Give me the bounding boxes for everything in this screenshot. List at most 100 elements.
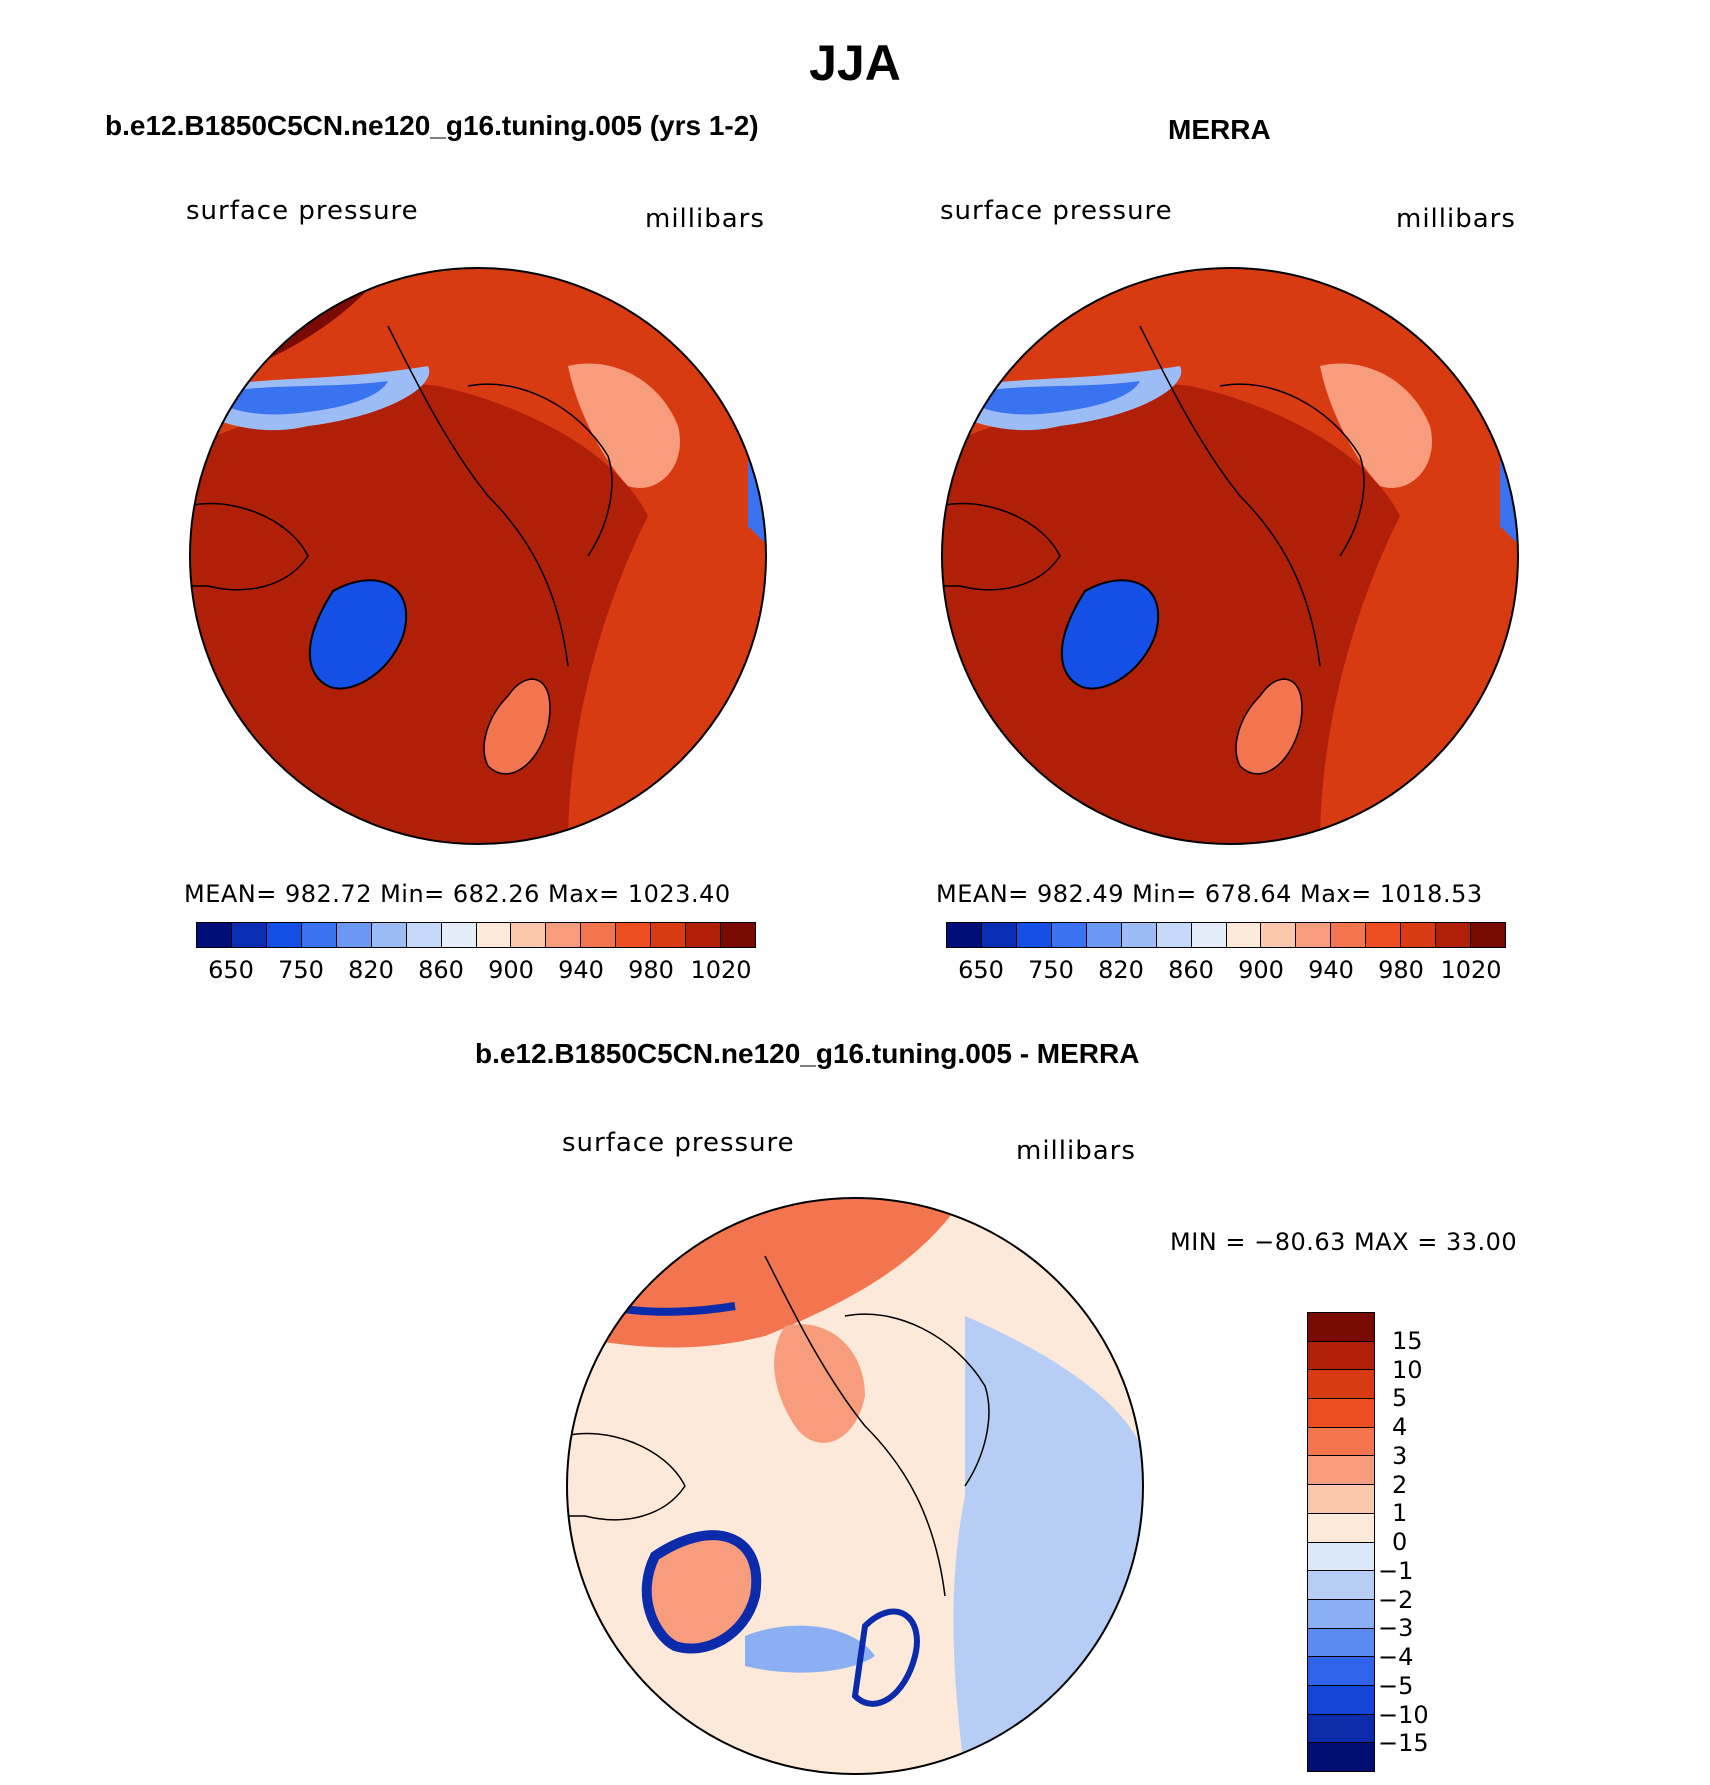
obs-colorbar: [946, 922, 1506, 948]
colorbar-swatch: [266, 923, 302, 947]
colorbar-swatch: [1308, 1370, 1374, 1400]
colorbar-tick-label: 860: [1168, 956, 1214, 984]
colorbar-tick-label: 1: [1392, 1499, 1408, 1528]
colorbar-tick-label: 650: [958, 956, 1004, 984]
model-units-label: millibars: [645, 204, 765, 234]
map-boundary: [941, 267, 1519, 845]
colorbar-tick-label: 0: [1392, 1528, 1408, 1556]
model-polar-map: [189, 267, 767, 845]
colorbar-tick-label: 940: [558, 956, 604, 984]
colorbar-swatch: [1226, 923, 1262, 947]
colorbar-swatch: [1308, 1571, 1374, 1600]
colorbar-swatch: [581, 923, 617, 947]
obs-units-label: millibars: [1396, 204, 1516, 234]
colorbar-tick-label: −5: [1378, 1671, 1414, 1700]
rockies-highland: [568, 363, 680, 488]
colorbar-swatch: [651, 923, 687, 947]
model-panel-title: b.e12.B1850C5CN.ne120_g16.tuning.005 (yr…: [105, 110, 759, 141]
diff-colorbar: [1307, 1312, 1375, 1772]
coastline: [844, 1313, 990, 1487]
colorbar-tick-label: 820: [348, 956, 394, 984]
colorbar-tick-label: −4: [1378, 1643, 1414, 1671]
colorbar-tick-label: 940: [1308, 956, 1354, 984]
colorbar-swatch: [686, 923, 722, 947]
colorbar-tick-label: 650: [208, 956, 254, 984]
colorbar-swatch: [1121, 923, 1157, 947]
colorbar-tick-label: 15: [1392, 1326, 1423, 1355]
colorbar-swatch: [1016, 923, 1052, 947]
colorbar-tick-label: 980: [628, 956, 674, 984]
colorbar-tick-label: 1020: [690, 956, 752, 984]
colorbar-swatch: [1401, 923, 1437, 947]
diff-panel-title: b.e12.B1850C5CN.ne120_g16.tuning.005 - M…: [475, 1038, 1140, 1069]
coastline: [467, 383, 613, 557]
colorbar-swatch: [1308, 1313, 1374, 1342]
colorbar-tick-label: 2: [1392, 1470, 1408, 1499]
colorbar-tick-label: −10: [1378, 1700, 1429, 1729]
colorbar-tick-label: 900: [1238, 956, 1284, 984]
figure-title: JJA: [809, 35, 901, 91]
model-colorbar: [196, 922, 756, 948]
colorbar-swatch: [1308, 1657, 1374, 1686]
colorbar-swatch: [721, 923, 755, 947]
obs-panel-title: MERRA: [1168, 114, 1271, 145]
colorbar-swatch: [1308, 1685, 1374, 1715]
colorbar-tick-label: 980: [1378, 956, 1424, 984]
colorbar-swatch: [441, 923, 477, 947]
colorbar-swatch: [1331, 923, 1367, 947]
colorbar-tick-label: 860: [418, 956, 464, 984]
colorbar-swatch: [947, 923, 982, 947]
tibet-core: [975, 381, 1140, 415]
colorbar-swatch: [371, 923, 407, 947]
colorbar-swatch: [1051, 923, 1087, 947]
colorbar-tick-label: −15: [1378, 1729, 1429, 1758]
coastline: [1139, 325, 1321, 667]
tibet-core: [223, 381, 388, 415]
obs-polar-map: [941, 267, 1519, 845]
obs-variable-label: surface pressure: [940, 196, 1173, 226]
coastline: [1219, 383, 1365, 557]
colorbar-swatch: [1156, 923, 1192, 947]
colorbar-swatch: [1308, 1628, 1374, 1658]
coastline: [387, 325, 569, 667]
colorbar-tick-label: 3: [1392, 1441, 1408, 1470]
negative-anomaly: [745, 1625, 875, 1673]
colorbar-swatch: [1191, 923, 1227, 947]
colorbar-tick-label: −3: [1378, 1614, 1414, 1643]
diff-polar-map: [566, 1197, 1144, 1775]
colorbar-swatch: [1086, 923, 1122, 947]
colorbar-tick-label: 900: [488, 956, 534, 984]
colorbar-swatch: [301, 923, 337, 947]
colorbar-swatch: [1308, 1743, 1374, 1771]
model-stats: MEAN= 982.72 Min= 682.26 Max= 1023.40: [184, 880, 731, 908]
diff-stats: MIN = −80.63 MAX = 33.00: [1170, 1228, 1518, 1256]
colorbar-tick-label: −1: [1378, 1556, 1414, 1585]
diff-variable-label: surface pressure: [562, 1128, 795, 1158]
colorbar-swatch: [197, 923, 232, 947]
colorbar-swatch: [1308, 1427, 1374, 1457]
hudson-bay-coast: [942, 502, 1061, 591]
colorbar-swatch: [981, 923, 1017, 947]
colorbar-tick-label: 5: [1392, 1384, 1408, 1413]
colorbar-swatch: [546, 923, 582, 947]
positive-anomaly: [774, 1324, 865, 1443]
colorbar-swatch: [1366, 923, 1402, 947]
colorbar-swatch: [336, 923, 372, 947]
colorbar-swatch: [616, 923, 652, 947]
colorbar-swatch: [1308, 1341, 1374, 1371]
colorbar-swatch: [231, 923, 267, 947]
colorbar-tick-label: 750: [278, 956, 324, 984]
colorbar-tick-label: 1020: [1440, 956, 1502, 984]
greenland-anomaly: [641, 1530, 762, 1654]
colorbar-tick-label: 4: [1392, 1413, 1408, 1441]
diff-units-label: millibars: [1016, 1136, 1136, 1166]
colorbar-swatch: [1296, 923, 1332, 947]
colorbar-swatch: [1308, 1456, 1374, 1486]
scandinavia: [1235, 678, 1303, 775]
map-boundary: [566, 1197, 1144, 1775]
colorbar-tick-label: 750: [1028, 956, 1074, 984]
colorbar-swatch: [1308, 1399, 1374, 1428]
colorbar-swatch: [406, 923, 442, 947]
scandinavia: [483, 678, 551, 775]
map-boundary: [189, 267, 767, 845]
